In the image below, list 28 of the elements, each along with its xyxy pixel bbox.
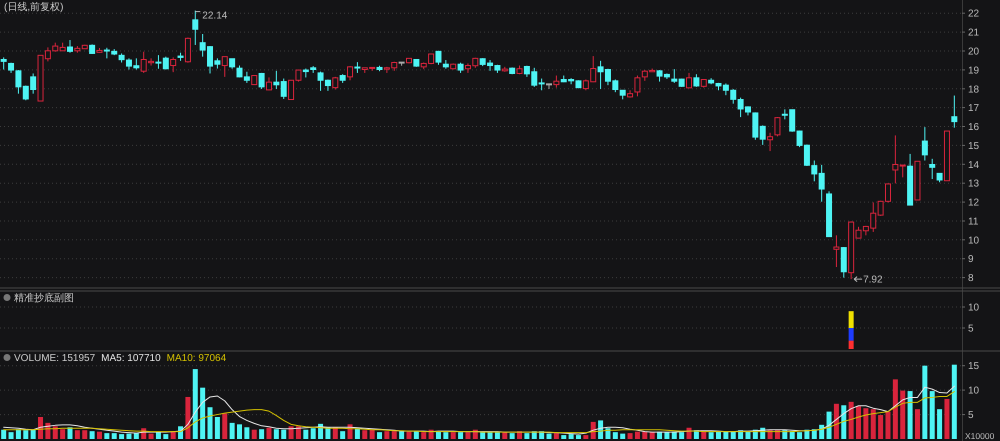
text: MA10: 97064: [166, 353, 227, 364]
chart-title: 精准抄底副图: [14, 292, 74, 304]
y-tick-label: 9: [968, 254, 974, 266]
y-tick-label: 19: [968, 65, 980, 76]
y-tick-label: 22: [968, 8, 980, 20]
y-tick-label: 16: [968, 122, 980, 133]
annotation: 22.14: [202, 10, 228, 22]
y-tick-label: 15: [968, 361, 980, 372]
y-tick-label: 17: [968, 103, 980, 114]
chart-title: VOLUME: 151957: [14, 353, 96, 364]
y-tick-label: 15: [968, 140, 980, 152]
y-tick-label: 11: [968, 216, 979, 228]
y-tick-label: 10: [968, 235, 980, 246]
y-tick-label: 8: [968, 273, 974, 284]
y-tick-label: 13: [968, 178, 980, 190]
y-axis-title: X10000: [965, 431, 995, 441]
y-tick-label: 5: [968, 324, 974, 334]
chart-title: (日线,前复权): [4, 1, 64, 13]
y-tick-label: 21: [968, 28, 980, 39]
y-tick-label: 10: [968, 386, 980, 397]
y-tick-label: 20: [968, 46, 980, 58]
text: MA5: 107710: [101, 353, 162, 364]
y-tick-label: 10: [968, 302, 980, 314]
annotation: 7.92: [863, 274, 883, 286]
y-tick-label: 5: [968, 410, 974, 422]
y-tick-label: 18: [968, 84, 980, 96]
y-tick-label: 12: [968, 198, 980, 209]
y-tick-label: 14: [968, 160, 980, 171]
